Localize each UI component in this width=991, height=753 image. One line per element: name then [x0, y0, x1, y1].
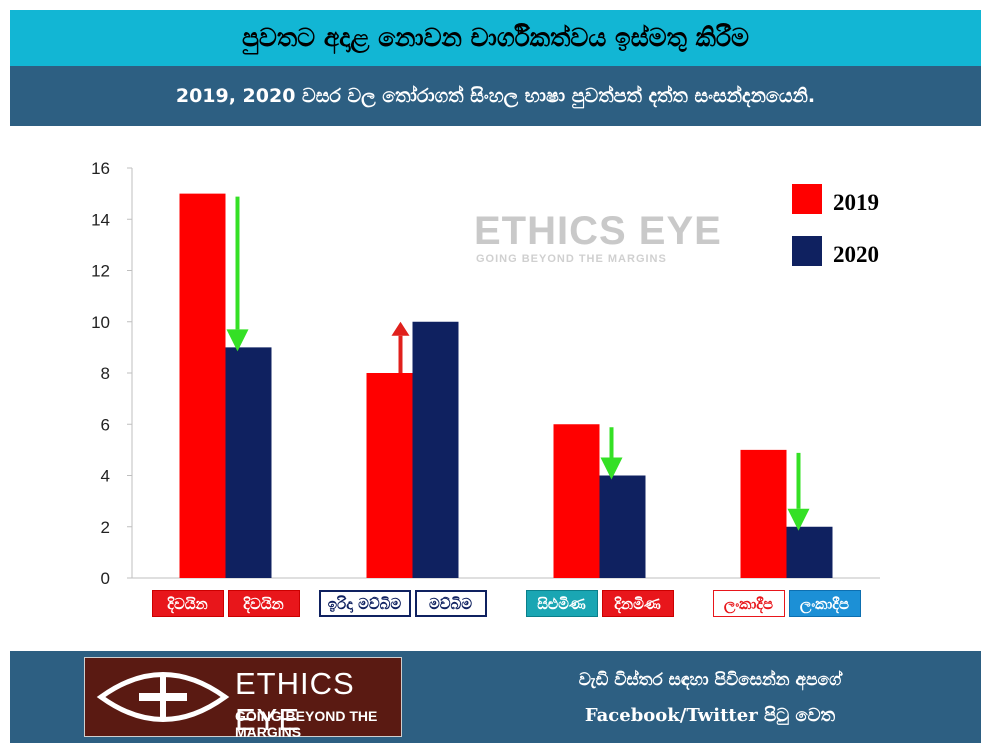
y-tick-label: 4 [101, 467, 110, 486]
bar-chart: ETHICS EYE GOING BEYOND THE MARGINS 0 2 4 6… [91, 159, 880, 588]
category-logo-3-left: සිළුමිණ [525, 590, 598, 617]
y-tick-label: 8 [101, 364, 110, 383]
category-logo-3-right: දිනමිණ [601, 590, 674, 617]
footer-cta-line2: Facebook/Twitter පිටු වෙත [584, 705, 836, 726]
legend-label-2019: 2019 [833, 190, 879, 215]
category-logo-1-right: දිවයින [227, 590, 300, 617]
watermark: ETHICS EYE GOING BEYOND THE MARGINS [474, 209, 722, 265]
y-tick-label: 6 [101, 415, 110, 434]
y-tick-label: 2 [101, 518, 110, 537]
bar-2020-1 [225, 347, 272, 578]
legend-label-2020: 2020 [833, 242, 879, 267]
category-logo-4-right: ලංකාදීප [788, 590, 861, 617]
category-logo-2-right: මව්බිම [414, 590, 487, 617]
bar-2020-3 [599, 475, 646, 578]
watermark-tagline: GOING BEYOND THE MARGINS [476, 253, 667, 265]
eye-logo-icon [96, 672, 230, 722]
subtitle-bar: 2019, 2020 වසර වල තෝරාගත් සිංහල භාෂා පුව… [10, 66, 981, 126]
bar-2019-4 [740, 449, 787, 578]
footer-logo-tagline: GOING BEYOND THE MARGINS [235, 708, 378, 740]
y-tick-label: 10 [91, 313, 110, 332]
watermark-title: ETHICS EYE [474, 209, 722, 253]
y-tick-label: 0 [101, 569, 110, 588]
legend-swatch-2020 [792, 236, 822, 266]
decrease-arrow-icon [600, 427, 623, 480]
title-bar: පුවතට අදාළ නොවන චාර්ගිකත්වය ඉස්මතු කිරීම [10, 10, 981, 66]
chart-legend: 2019 2020 [792, 184, 879, 267]
decrease-arrow-icon [787, 452, 810, 531]
footer-logo: ETHICS EYE GOING BEYOND THE MARGINS [84, 657, 402, 740]
chart-bars [179, 193, 833, 578]
decrease-arrow-icon [226, 196, 249, 352]
page-subtitle: 2019, 2020 වසර වල තෝරාගත් සිංහල භාෂා පුව… [175, 85, 816, 107]
category-logo-1-left: දිවයින [151, 590, 224, 617]
category-logo-4-left: ලංකාදීප [712, 590, 785, 617]
footer-logo-title: ETHICS EYE [235, 666, 355, 737]
bar-2019-1 [179, 193, 226, 578]
y-tick-label: 12 [91, 262, 110, 281]
bar-2020-4 [786, 526, 833, 578]
change-arrows [226, 196, 810, 531]
category-logo-2-left: ඉරිදා මව්බිම [318, 590, 411, 617]
y-tick-label: 16 [91, 159, 110, 178]
footer-cta-line1: වැඩි විස්තර සඳහා පිවිසෙන්න අපගේ [578, 670, 842, 690]
legend-swatch-2019 [792, 184, 822, 214]
bar-2020-2 [412, 321, 459, 578]
y-tick-label: 14 [91, 210, 110, 229]
bar-2019-2 [366, 373, 413, 578]
increase-arrow-icon [391, 321, 410, 373]
bar-2019-3 [553, 424, 600, 578]
page-title: පුවතට අදාළ නොවන චාර්ගිකත්වය ඉස්මතු කිරීම [241, 23, 750, 52]
